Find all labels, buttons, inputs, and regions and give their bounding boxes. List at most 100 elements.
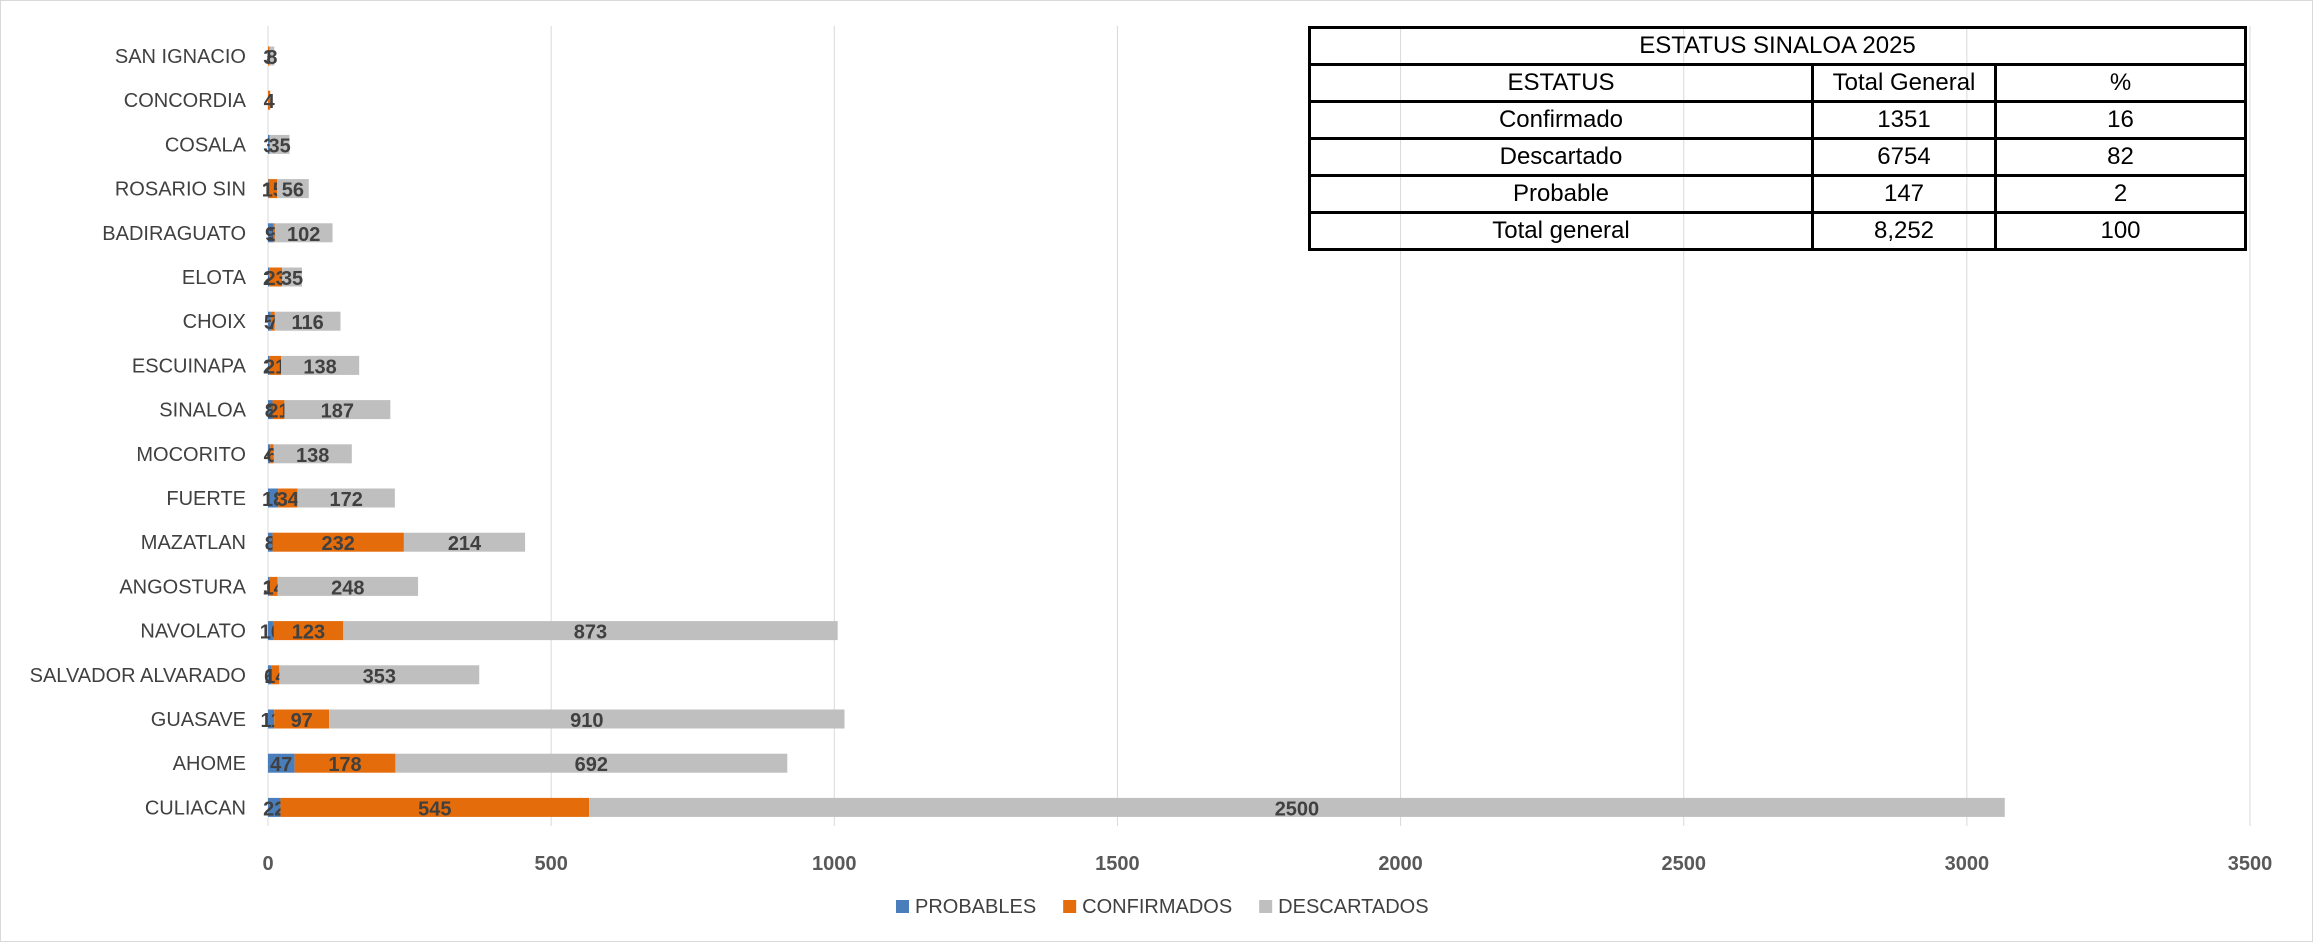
data-label: 3 — [263, 47, 274, 69]
table-cell: Total general — [1308, 211, 1814, 251]
data-label: 214 — [448, 533, 482, 555]
bar-descartados — [273, 444, 352, 464]
bar-probables — [268, 444, 271, 464]
data-label: 8 — [265, 401, 276, 423]
category-label: SINALOA — [159, 400, 246, 422]
table-row: Probable 147 2 — [1308, 174, 2247, 214]
bar-probables — [268, 223, 274, 243]
data-label: 172 — [329, 489, 362, 511]
data-label: 8 — [266, 47, 277, 69]
x-tick-label: 0 — [262, 853, 273, 875]
bar-confirmados — [272, 400, 285, 420]
table-header-cell: % — [1994, 63, 2247, 103]
data-label: 9 — [265, 224, 276, 246]
category-label: NAVOLATO — [140, 621, 246, 643]
bar-probables — [268, 179, 269, 199]
data-label: 873 — [574, 622, 607, 644]
bar-confirmados — [268, 46, 270, 66]
bar-confirmados — [268, 90, 271, 110]
bar-probables — [268, 134, 270, 154]
table-cell: Probable — [1308, 174, 1814, 214]
bar-confirmados — [274, 709, 330, 729]
category-label: SAN IGNACIO — [115, 46, 246, 68]
bar-confirmados — [269, 576, 278, 596]
data-label: 97 — [291, 710, 313, 732]
x-tick-label: 2500 — [1661, 853, 1706, 875]
legend-label: DESCARTADOS — [1278, 896, 1428, 918]
category-label: MAZATLAN — [141, 532, 246, 554]
bar-confirmados — [273, 223, 275, 243]
bar-confirmados — [272, 532, 404, 552]
data-label: 3 — [263, 135, 274, 157]
bar-descartados — [269, 46, 275, 66]
table-cell: 16 — [1994, 100, 2247, 140]
bar-descartados — [589, 797, 2005, 817]
table-cell: Confirmado — [1308, 100, 1814, 140]
data-label: 232 — [322, 533, 355, 555]
table-cell: 1351 — [1811, 100, 1997, 140]
data-label: 545 — [418, 798, 451, 820]
x-tick-label: 500 — [534, 853, 567, 875]
data-label: 353 — [363, 666, 396, 688]
data-label: 2 — [263, 356, 274, 378]
category-label: CULIACAN — [145, 797, 246, 819]
category-label: BADIRAGUATO — [102, 223, 246, 245]
category-label: SALVADOR ALVARADO — [30, 665, 246, 687]
bar-descartados — [297, 488, 395, 508]
data-label: 34 — [277, 489, 300, 511]
status-table: ESTATUS SINALOA 2025 ESTATUS Total Gener… — [1308, 26, 2247, 251]
bar-confirmados — [278, 488, 298, 508]
bar-confirmados — [270, 311, 275, 331]
bar-confirmados — [280, 797, 590, 817]
data-label: 910 — [570, 710, 603, 732]
table-header-row: ESTATUS Total General % — [1308, 63, 2247, 103]
data-label: 6 — [266, 445, 277, 467]
bar-confirmados — [273, 621, 344, 641]
data-label: 21 — [267, 401, 289, 423]
category-label: COSALA — [165, 134, 247, 156]
bar-confirmados — [269, 355, 282, 375]
legend-label: PROBABLES — [915, 896, 1036, 918]
bar-probables — [268, 576, 270, 596]
data-label: 21 — [264, 356, 286, 378]
bar-descartados — [395, 753, 788, 773]
data-label: 7 — [267, 312, 278, 334]
category-label: ELOTA — [182, 267, 247, 289]
data-label: 3 — [268, 224, 279, 246]
table-row: Descartado 6754 82 — [1308, 137, 2247, 177]
data-label: 692 — [575, 754, 608, 776]
bar-descartados — [274, 311, 341, 331]
legend-label: CONFIRMADOS — [1082, 896, 1232, 918]
category-label: CONCORDIA — [124, 90, 247, 112]
bar-confirmados — [269, 267, 283, 287]
data-label: 178 — [328, 754, 361, 776]
bar-probables — [268, 665, 272, 685]
x-tick-label: 1000 — [812, 853, 857, 875]
legend-swatch — [1259, 900, 1273, 913]
x-tick-label: 3500 — [2228, 853, 2273, 875]
bar-confirmados — [271, 665, 280, 685]
data-label: 187 — [321, 401, 354, 423]
category-label: CHOIX — [183, 311, 246, 333]
bar-descartados — [281, 355, 360, 375]
table-cell: 100 — [1994, 211, 2247, 251]
table-row: Confirmado 1351 16 — [1308, 100, 2247, 140]
legend-swatch — [1063, 900, 1077, 913]
data-label: 123 — [292, 622, 325, 644]
x-tick-label: 1500 — [1095, 853, 1140, 875]
category-label: FUERTE — [166, 488, 246, 510]
category-label: ESCUINAPA — [132, 355, 247, 377]
data-label: 138 — [303, 356, 336, 378]
bar-confirmados — [270, 444, 274, 464]
bar-probables — [268, 355, 270, 375]
data-label: 3 — [263, 577, 274, 599]
data-label: 2500 — [1275, 798, 1320, 820]
data-label: 2 — [263, 268, 274, 290]
table-cell: 82 — [1994, 137, 2247, 177]
bar-probables — [268, 797, 281, 817]
category-label: ANGOSTURA — [119, 576, 246, 598]
bar-probables — [268, 267, 270, 287]
bar-probables — [268, 311, 271, 331]
